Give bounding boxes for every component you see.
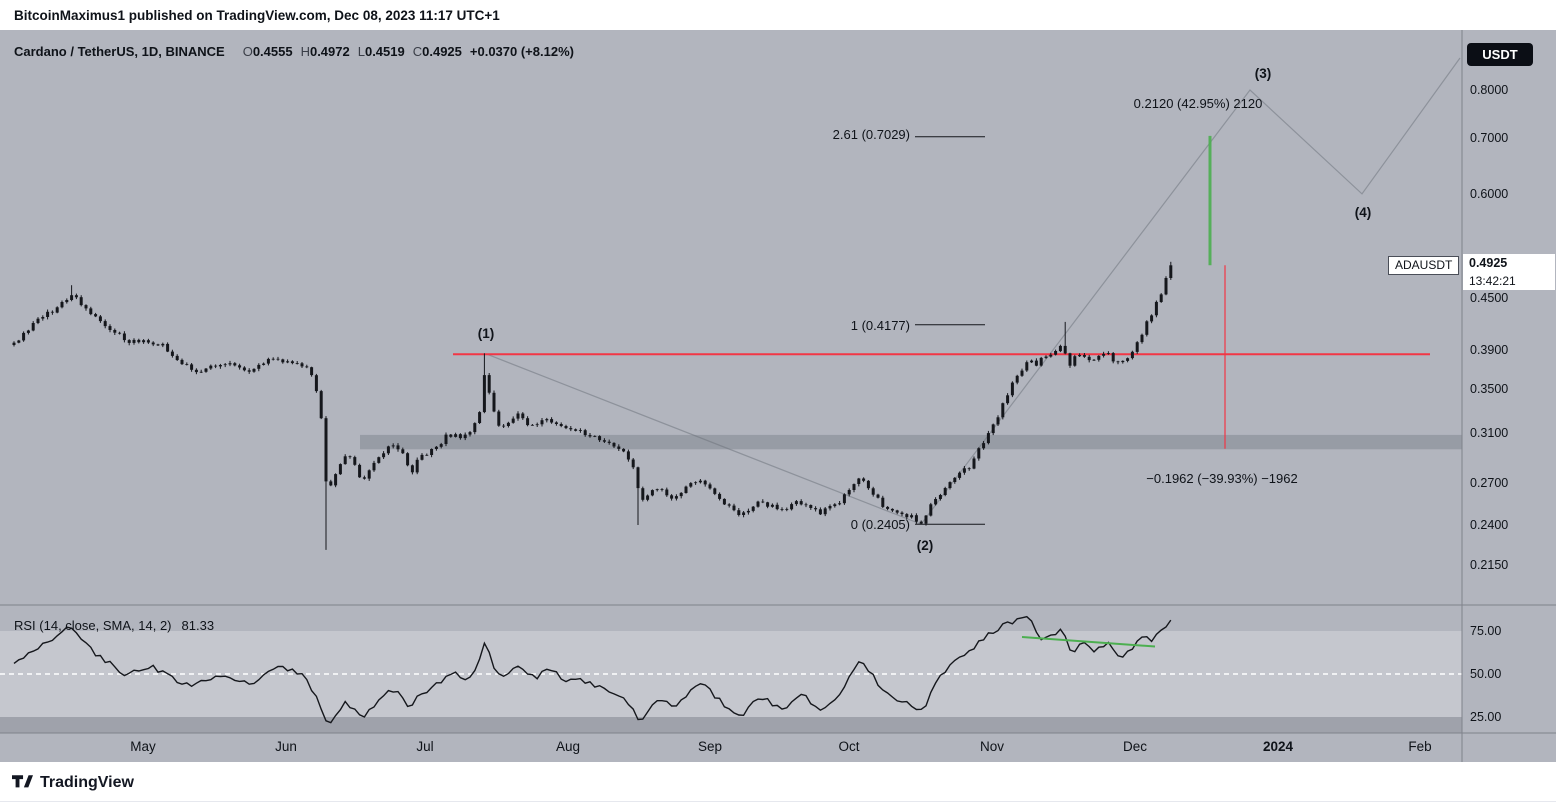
time-tick-nov: Nov [979,739,1005,754]
high-value: 0.4972 [309,44,350,59]
fib-label-1: 1 (0.4177) [850,318,910,333]
price-tick: 0.7000 [1470,131,1509,145]
wave-label-1: (1) [477,326,495,341]
close-value: 0.4925 [422,44,462,59]
time-tick-2024: 2024 [1262,739,1294,754]
rsi-indicator-title[interactable]: RSI (14, close, SMA, 14, 2) 81.33 [14,618,214,633]
time-tick-oct: Oct [838,739,860,754]
rsi-value: 81.33 [181,618,215,633]
time-tick-sep: Sep [697,739,723,754]
price-tick: 0.2700 [1470,476,1509,490]
low-value: 0.4519 [364,44,405,59]
time-tick-jul: Jul [416,739,434,754]
time-tick-jun: Jun [275,739,297,754]
high-label: H [300,44,310,59]
price-tick: 0.6000 [1470,187,1509,201]
measure-down-label: −0.1962 (−39.93%) −1962 [1146,471,1298,486]
price-tick: 0.4500 [1470,291,1509,305]
bar-countdown: 13:42:21 [1469,274,1516,288]
tradingview-logo-link[interactable]: TradingView [12,774,134,792]
footer: TradingView [0,762,1556,809]
wave-label-2: (2) [916,538,934,553]
fib-label-2_61: 2.61 (0.7029) [832,127,910,142]
wave-label-4: (4) [1354,205,1372,220]
price-tick: 0.3900 [1470,343,1509,357]
time-tick-may: May [130,739,156,754]
time-tick-aug: Aug [555,739,581,754]
rsi-tick: 50.00 [1470,667,1502,681]
tradingview-brand-text: TradingView [40,774,134,791]
open-value: 0.4555 [252,44,293,59]
fib-label-0: 0 (0.2405) [850,517,910,532]
symbol-info-row: Cardano / TetherUS, 1D, BINANCE O0.4555 H0… [14,44,574,59]
current-price-value: 0.4925 [1469,256,1508,270]
price-tick: 0.2150 [1470,558,1509,572]
publish-text: BitcoinMaximus1 published on TradingView… [14,7,500,23]
time-scale[interactable]: May Jun Jul Aug Sep Oct Nov Dec 2024 Feb [0,733,1462,762]
rsi-title-text: RSI (14, close, SMA, 14, 2) [14,618,172,633]
tradingview-logo-icon [12,775,33,788]
price-tick: 0.3500 [1470,382,1509,396]
price-scale[interactable]: USDT 0.8000 0.7000 0.6000 0.4500 0.3900 … [1462,30,1556,762]
rsi-tick: 25.00 [1470,710,1502,724]
price-tick: 0.2400 [1470,518,1509,532]
chart-region: Cardano / TetherUS, 1D, BINANCE O0.4555 H0… [0,30,1556,762]
change-value: +0.0370 (+8.12%) [469,44,574,59]
current-price-tag: 0.4925 13:42:21 [1463,254,1555,290]
publish-bar: BitcoinMaximus1 published on TradingView… [0,0,1556,30]
footer-divider [0,801,1556,802]
rsi-tick: 75.00 [1470,624,1502,638]
price-tick: 0.3100 [1470,426,1509,440]
open-label: O [242,44,253,59]
time-tick-feb: Feb [1408,739,1432,754]
price-tick: 0.8000 [1470,83,1509,97]
measure-up-label: 0.2120 (42.95%) 2120 [1133,96,1263,111]
low-label: L [357,44,365,59]
close-label: C [412,44,423,59]
currency-unit-badge[interactable]: USDT [1467,43,1533,66]
symbol-price-tag: ADAUSDT [1388,256,1460,275]
wave-label-3: (3) [1254,66,1272,81]
chart-canvas[interactable] [0,30,1556,762]
symbol-title[interactable]: Cardano / TetherUS, 1D, BINANCE [14,44,225,59]
time-tick-dec: Dec [1122,739,1148,754]
